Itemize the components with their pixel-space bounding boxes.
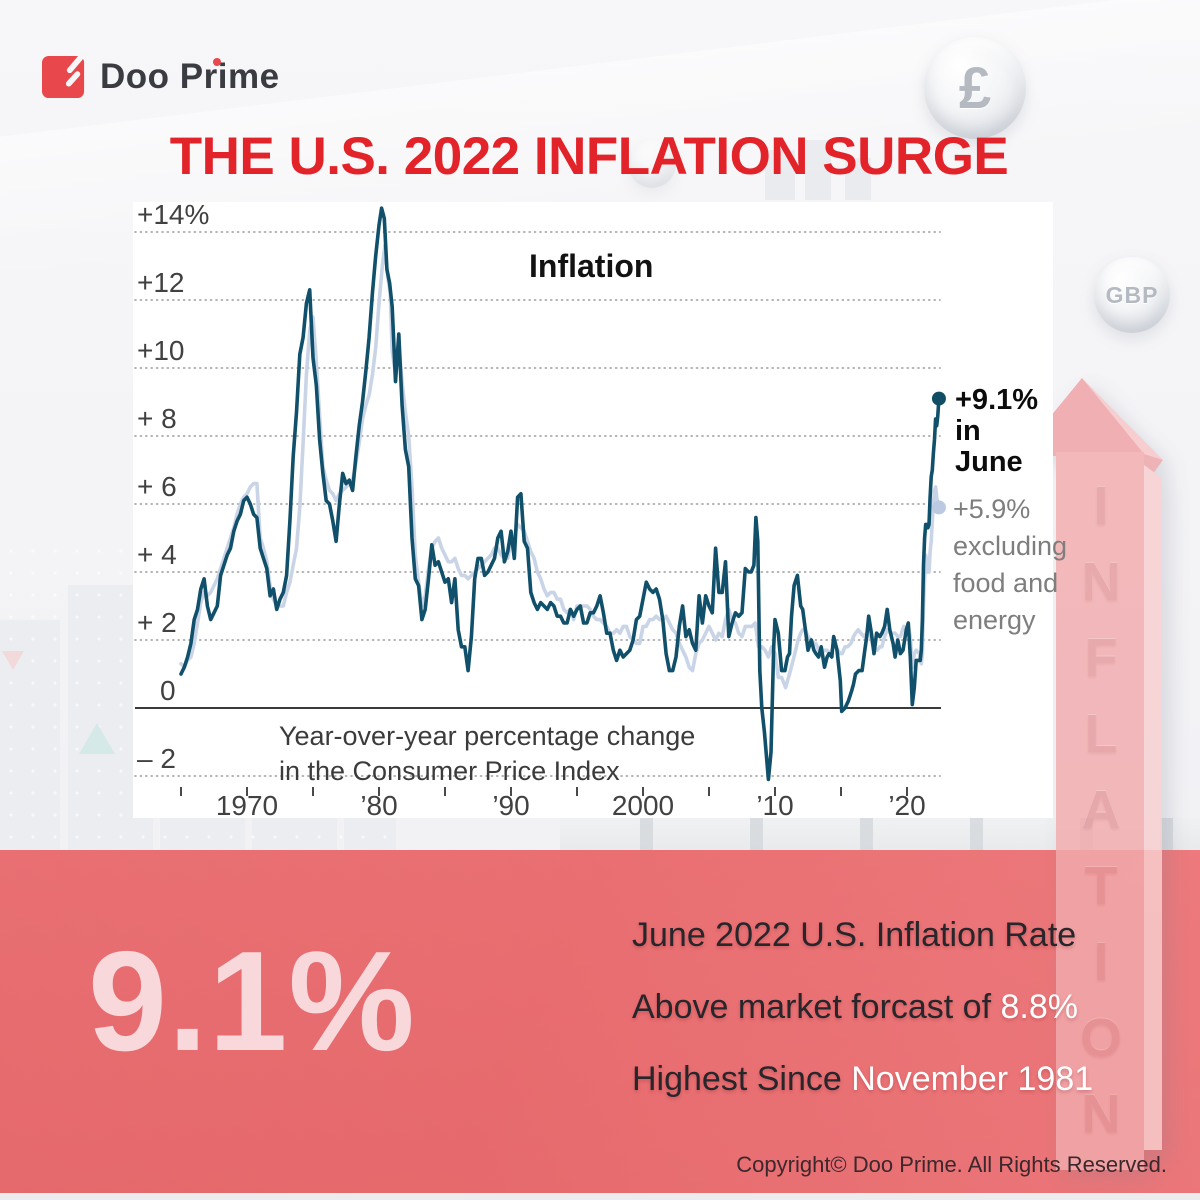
x-tick-label: ’10 bbox=[756, 790, 793, 821]
step-edge bbox=[750, 818, 763, 850]
pound-coin-icon: £ bbox=[924, 37, 1026, 139]
y-tick-label: +12 bbox=[137, 267, 185, 298]
annotation-core-cpi: +5.9% excluding food and energy bbox=[953, 491, 1068, 639]
series-cpi-excluding-food-energy bbox=[179, 243, 941, 690]
x-tick-label: 2000 bbox=[612, 790, 674, 821]
stat-3-text: Highest Since bbox=[632, 1060, 852, 1098]
stat-2-highlight: 8.8% bbox=[1000, 988, 1079, 1026]
annotation-core-sub1: excluding bbox=[953, 531, 1068, 561]
chart-caption-line2: in the Consumer Price Index bbox=[279, 756, 620, 786]
ghost-candle bbox=[765, 150, 795, 200]
step-edge bbox=[970, 818, 983, 850]
chart-caption-line1: Year-over-year percentage change bbox=[279, 721, 696, 751]
ghost-candle bbox=[805, 140, 831, 200]
stats-text-block: June 2022 U.S. Inflation Rate Above mark… bbox=[632, 918, 1172, 1134]
annotation-headline-cpi: +9.1% in June bbox=[955, 385, 1053, 478]
stat-row-3: Highest Since November 1981 bbox=[632, 1062, 1172, 1096]
brand-name-text: Doo Prime bbox=[100, 57, 280, 96]
y-tick-label: + 4 bbox=[137, 539, 177, 570]
arrow-inflation-word: INFLATION bbox=[1071, 476, 1131, 1160]
ghost-candle bbox=[845, 158, 871, 200]
y-tick-label: +10 bbox=[137, 335, 185, 366]
bottom-strip bbox=[0, 1193, 1200, 1200]
x-tick-label: ’90 bbox=[492, 790, 529, 821]
brand-i-dot bbox=[213, 58, 221, 66]
annotation-headline-value: +9.1% bbox=[955, 384, 1039, 416]
annotation-core-sub2: food and bbox=[953, 568, 1059, 598]
series-cpi-all-items bbox=[179, 206, 941, 782]
y-tick-label: + 6 bbox=[137, 471, 177, 502]
stat-2-text: Above market forcast of bbox=[632, 988, 1001, 1026]
inflation-line-chart: +14% +12 +10 + 8 + 6 + 4 + 2 0 – 2 1970 ’80 ’90 2000… bbox=[134, 199, 946, 821]
annotation-core-sub3: energy bbox=[953, 605, 1036, 635]
doo-prime-logo: Doo Prime bbox=[42, 55, 280, 99]
doo-prime-logo-icon bbox=[42, 55, 85, 99]
series-end-dot bbox=[931, 500, 946, 515]
gbp-label: GBP bbox=[1105, 281, 1159, 308]
y-tick-label: + 2 bbox=[137, 607, 177, 638]
step-edge bbox=[1160, 818, 1173, 850]
inflation-chart-panel: +14% +12 +10 + 8 + 6 + 4 + 2 0 – 2 1970 ’80 ’90 2000… bbox=[133, 199, 1067, 821]
chart-title: Inflation bbox=[529, 248, 654, 284]
step-edge bbox=[640, 818, 653, 850]
annotation-headline-sub: in June bbox=[955, 415, 1023, 478]
x-tick-label: ’80 bbox=[360, 790, 397, 821]
brand-name: Doo Prime bbox=[100, 57, 280, 97]
page-title: THE U.S. 2022 INFLATION SURGE bbox=[169, 127, 1009, 186]
stat-row-1: June 2022 U.S. Inflation Rate bbox=[632, 918, 1172, 952]
gbp-coin-icon: GBP bbox=[1094, 257, 1170, 333]
series-end-dot bbox=[931, 391, 946, 406]
stat-row-2: Above market forcast of 8.8% bbox=[632, 990, 1172, 1024]
y-tick-label: – 2 bbox=[137, 743, 176, 774]
y-tick-label: +14% bbox=[137, 199, 209, 230]
faint-coin-icon bbox=[628, 140, 676, 188]
pound-symbol: £ bbox=[958, 55, 992, 121]
annotation-core-value: +5.9% bbox=[953, 494, 1031, 524]
stat-1-text: June 2022 U.S. Inflation Rate bbox=[632, 916, 1077, 954]
big-inflation-stat: 9.1% bbox=[88, 922, 416, 1081]
y-tick-label: 0 bbox=[160, 675, 176, 706]
teal-triangle-decoration bbox=[79, 723, 115, 754]
y-tick-label: + 8 bbox=[137, 403, 177, 434]
red-stat-band bbox=[0, 850, 1200, 1193]
step-edge bbox=[860, 818, 873, 850]
x-tick-label: ’20 bbox=[888, 790, 925, 821]
red-triangle-decoration bbox=[2, 651, 24, 670]
chart-caption: Year-over-year percentage change in the … bbox=[279, 719, 695, 789]
stat-3-highlight: November 1981 bbox=[851, 1060, 1094, 1098]
copyright-text: Copyright© Doo Prime. All Rights Reserve… bbox=[736, 1152, 1167, 1177]
x-tick-label: 1970 bbox=[216, 790, 278, 821]
